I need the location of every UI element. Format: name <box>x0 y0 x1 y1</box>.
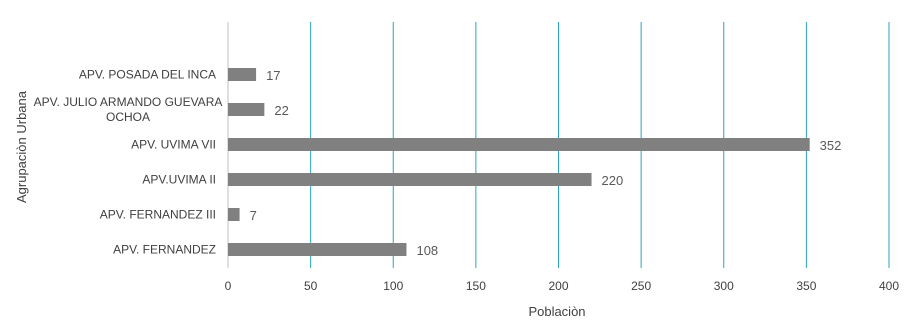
x-tick-label: 250 <box>631 279 651 293</box>
x-tick-label: 400 <box>879 279 899 293</box>
bar <box>228 138 810 151</box>
bar <box>228 208 240 221</box>
data-label: 352 <box>820 138 842 153</box>
y-axis-title: Agrupaciòn Urbana <box>14 90 29 203</box>
x-tick-label: 200 <box>548 279 568 293</box>
category-labels: APV. POSADA DEL INCA APV. JULIO ARMANDO G… <box>34 68 223 257</box>
bars-group <box>228 68 810 256</box>
x-tick-labels: 0 50 100 150 200 250 300 350 400 <box>225 279 900 293</box>
category-label: APV. FERNANDEZ III <box>100 208 216 222</box>
x-axis-title: Poblaciòn <box>528 304 585 319</box>
data-label: 17 <box>266 68 280 83</box>
x-tick-label: 150 <box>466 279 486 293</box>
x-tick-label: 350 <box>796 279 816 293</box>
bar <box>228 103 265 116</box>
data-label: 220 <box>602 173 624 188</box>
x-tick-label: 300 <box>714 279 734 293</box>
data-label: 7 <box>250 208 257 223</box>
category-label: APV.UVIMA II <box>142 173 216 187</box>
category-label: APV. FERNANDEZ <box>113 243 216 257</box>
data-labels: 17 22 352 220 7 108 <box>250 68 842 258</box>
x-tick-label: 0 <box>225 279 232 293</box>
bar <box>228 243 407 256</box>
bar <box>228 68 257 81</box>
data-label: 22 <box>274 103 288 118</box>
category-label: APV. POSADA DEL INCA <box>79 68 216 82</box>
category-label: APV. UVIMA VII <box>131 138 216 152</box>
x-tick-label: 100 <box>383 279 403 293</box>
x-tick-label: 50 <box>304 279 318 293</box>
category-label: APV. JULIO ARMANDO GUEVARA OCHOA <box>34 95 223 124</box>
bar <box>228 173 592 186</box>
data-label: 108 <box>416 243 438 258</box>
